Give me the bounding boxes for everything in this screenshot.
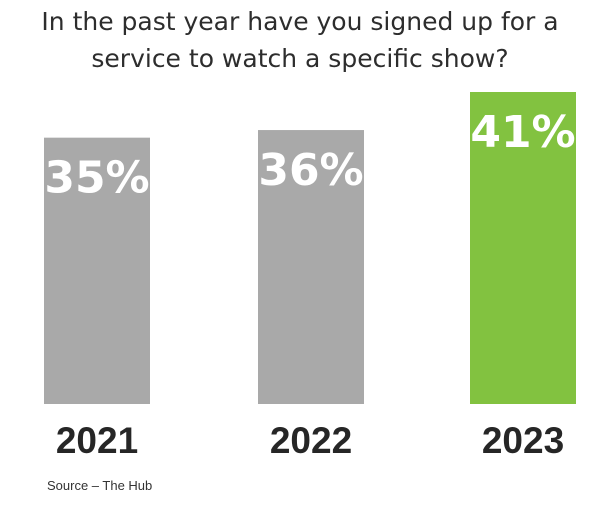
x-tick-label-2022: 2022 <box>270 420 352 461</box>
bar-2021 <box>44 137 150 404</box>
bar-2022 <box>258 130 364 405</box>
source-note: Source – The Hub <box>47 478 152 493</box>
bar-value-label-2023: 41% <box>470 107 575 158</box>
bar-value-label-2021: 35% <box>44 153 149 204</box>
bar-value-label-2022: 36% <box>258 145 363 196</box>
bars-layer: 35% 2021 36% 2022 41% 2023 <box>44 92 576 461</box>
chart-title-line-2: service to watch a specific show? <box>91 44 508 73</box>
chart-title-line-1: In the past year have you signed up for … <box>41 7 558 36</box>
bar-2023 <box>470 92 576 404</box>
x-tick-label-2021: 2021 <box>56 420 138 461</box>
x-tick-label-2023: 2023 <box>482 420 564 461</box>
